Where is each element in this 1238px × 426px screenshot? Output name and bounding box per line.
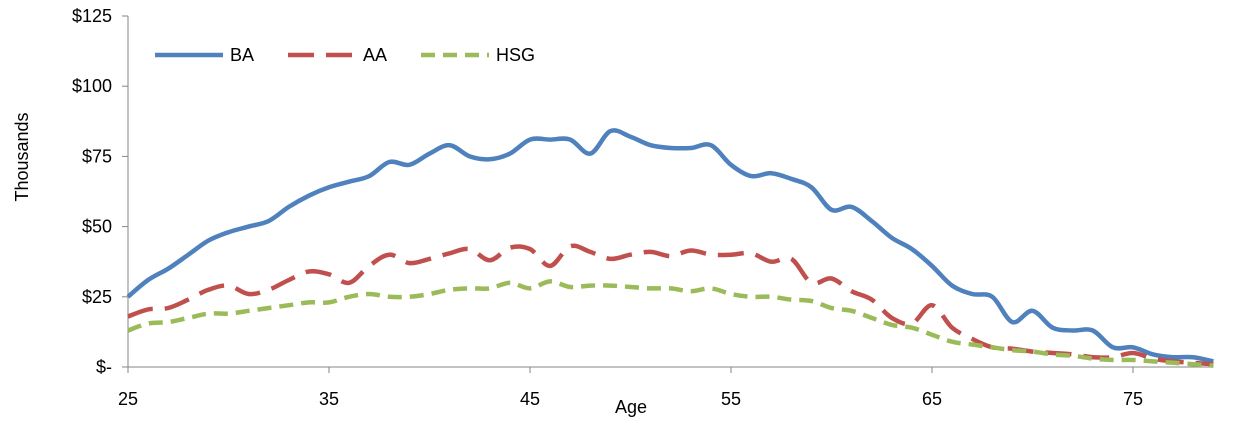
legend-label-ba: BA: [230, 45, 254, 65]
series-layer: [126, 128, 1214, 368]
y-tick-label: $100: [72, 76, 112, 96]
axes: $- $25 $50 $75 $100 $125 25 35 45 55 65 75: [72, 6, 1212, 409]
x-tick-label: 45: [520, 389, 540, 409]
y-axis-title: Thousands: [12, 112, 32, 201]
series-line-ba: [126, 128, 1214, 364]
y-tick-label: $75: [82, 146, 112, 166]
y-tick-label: $25: [82, 287, 112, 307]
series-line-aa: [127, 243, 1214, 367]
y-tick-label: $50: [82, 217, 112, 237]
x-tick-label: 55: [721, 389, 741, 409]
x-tick-label: 25: [118, 389, 138, 409]
x-tick-label: 75: [1123, 389, 1143, 409]
x-tick-label: 35: [319, 389, 339, 409]
legend-label-hsg: HSG: [496, 45, 535, 65]
y-tick-label: $-: [96, 357, 112, 377]
legend-label-aa: AA: [363, 45, 387, 65]
x-tick-label: 65: [922, 389, 942, 409]
series-line-hsg: [127, 279, 1214, 368]
legend: BA AA HSG: [155, 45, 535, 65]
y-tick-label: $125: [72, 6, 112, 26]
x-axis-title: Age: [615, 397, 647, 417]
